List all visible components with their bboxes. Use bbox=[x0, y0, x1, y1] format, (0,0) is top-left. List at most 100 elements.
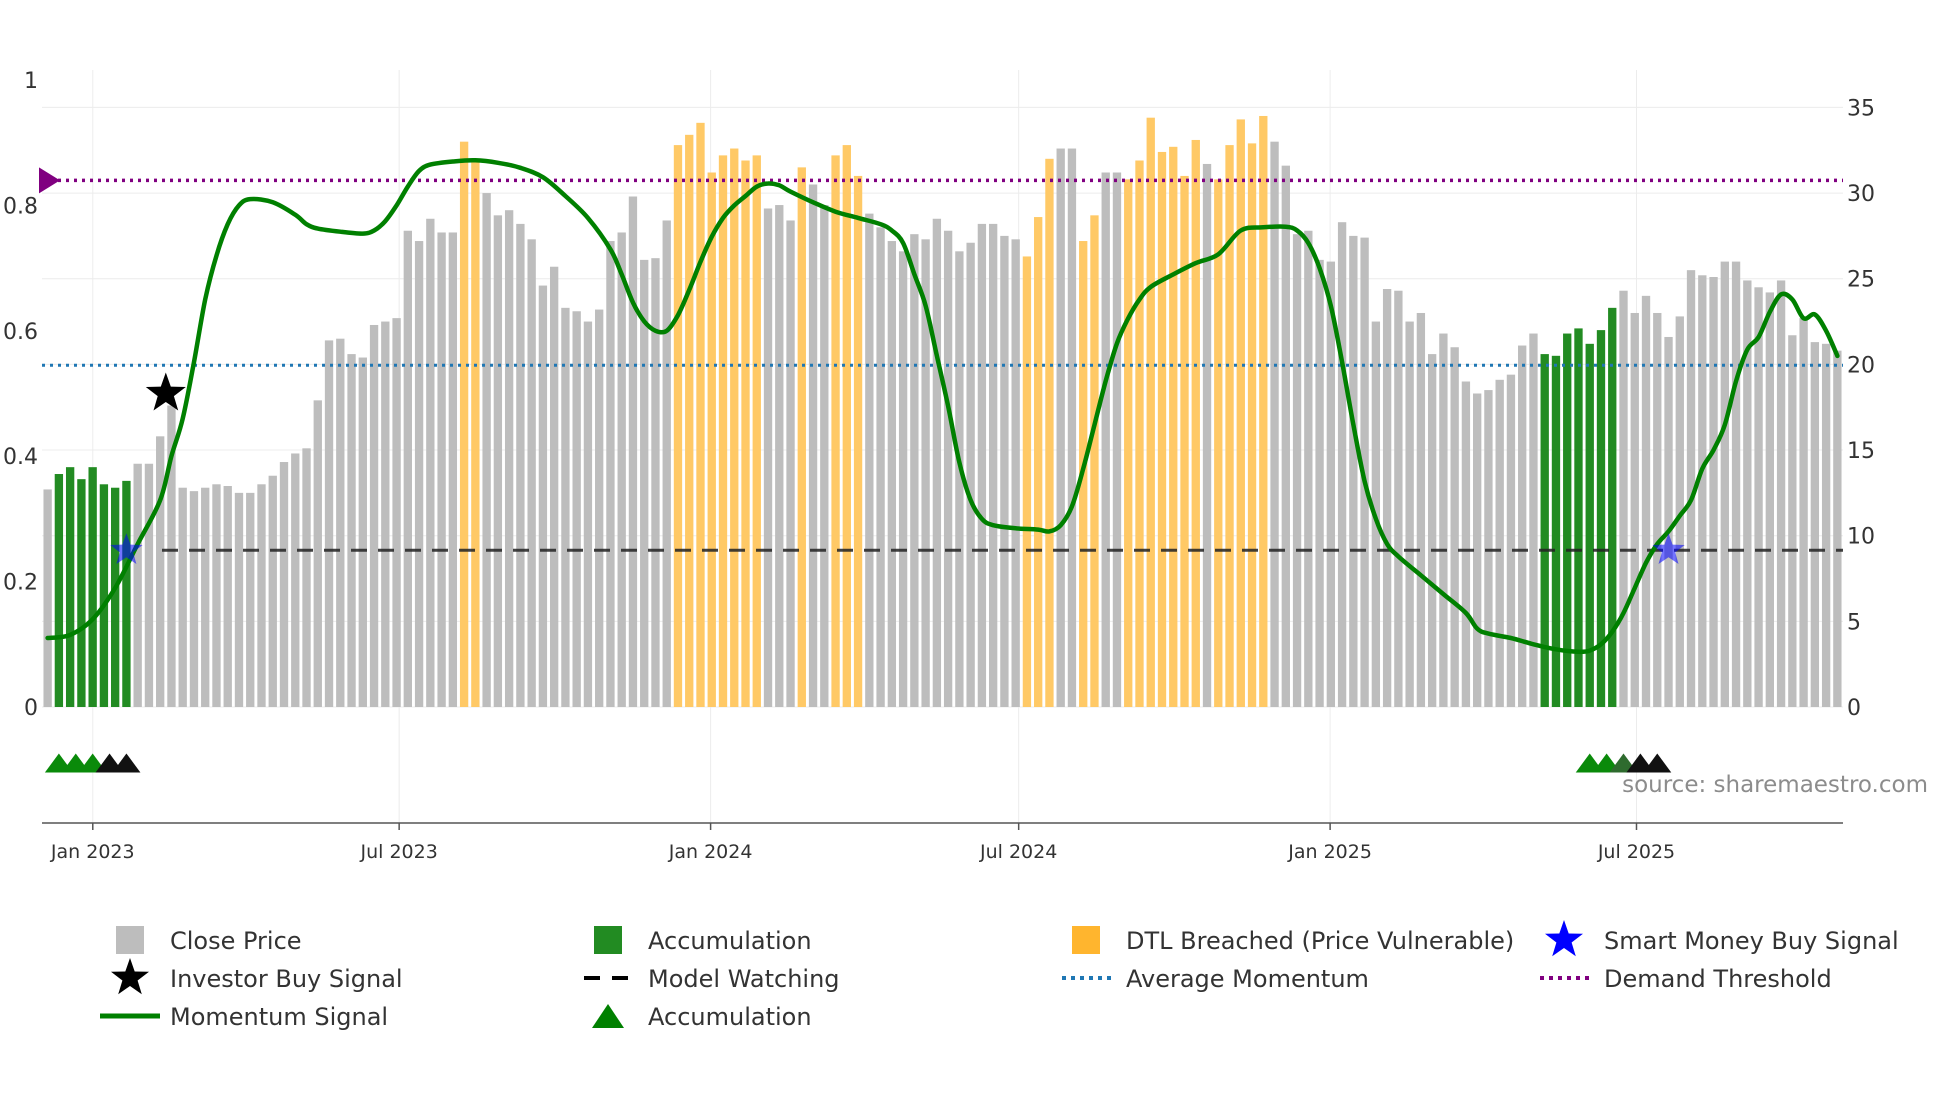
close-price-bar bbox=[1754, 287, 1763, 707]
legend-label: Momentum Signal bbox=[170, 1003, 388, 1031]
close-price-bar bbox=[1281, 165, 1290, 707]
close-price-bar bbox=[246, 492, 255, 707]
close-price-bar bbox=[1664, 336, 1673, 707]
dtl-breached-bar bbox=[730, 148, 739, 707]
close-price-bar bbox=[1292, 234, 1302, 707]
close-price-bar bbox=[640, 259, 649, 707]
close-price-bar bbox=[212, 484, 221, 707]
close-price-bar bbox=[808, 184, 818, 707]
close-price-bar bbox=[820, 205, 829, 707]
legend-item: Accumulation bbox=[592, 1003, 812, 1031]
close-price-bar bbox=[572, 311, 581, 707]
close-price-bar bbox=[1405, 321, 1414, 707]
y-right-tick-label: 25 bbox=[1847, 268, 1875, 293]
accumulation-bar bbox=[88, 467, 97, 707]
close-price-bar bbox=[977, 223, 987, 707]
y-right-tick-label: 0 bbox=[1847, 696, 1861, 721]
close-price-bar bbox=[381, 321, 390, 707]
y-left-tick-label: 0.8 bbox=[3, 194, 38, 219]
close-price-bars bbox=[43, 115, 1842, 708]
close-price-bar bbox=[955, 251, 964, 708]
close-price-bar bbox=[201, 487, 210, 707]
close-price-bar bbox=[1011, 239, 1020, 707]
dtl-breached-bar bbox=[459, 141, 469, 708]
close-price-bar bbox=[921, 239, 930, 707]
close-price-bar bbox=[775, 205, 784, 707]
close-price-bar bbox=[1518, 345, 1527, 707]
close-price-bar bbox=[1686, 270, 1696, 707]
legend: Close Price Accumulation DTL Breached (Pri… bbox=[100, 920, 1899, 1031]
dtl-breached-bar bbox=[741, 160, 750, 708]
close-price-bar bbox=[1743, 280, 1752, 707]
close-price-bar bbox=[583, 321, 593, 707]
close-price-bar bbox=[1439, 333, 1448, 707]
close-price-bar bbox=[786, 220, 795, 707]
accumulation-bar bbox=[111, 487, 120, 707]
axes: Jan 2023 Jul 2023 Jan 2024 Jul 2024 Jan 2025… bbox=[3, 69, 1875, 863]
dtl-breached-bar bbox=[1090, 215, 1099, 707]
legend-label: Smart Money Buy Signal bbox=[1604, 927, 1899, 955]
close-price-bar bbox=[943, 230, 953, 708]
close-price-bar bbox=[1495, 379, 1504, 707]
close-price-bar bbox=[898, 251, 908, 708]
close-price-bar bbox=[1101, 172, 1110, 708]
dtl-breached-bar bbox=[1225, 145, 1234, 707]
close-price-bar bbox=[426, 218, 435, 707]
dtl-breached-bar bbox=[842, 145, 851, 707]
close-price-bar bbox=[628, 196, 638, 707]
dtl-breached-bar bbox=[1247, 143, 1257, 707]
close-price-bar bbox=[538, 285, 548, 707]
dtl-breached-bar bbox=[1124, 179, 1133, 707]
close-price-bar bbox=[1202, 163, 1212, 707]
y-right-tick-label: 10 bbox=[1847, 525, 1875, 550]
close-price-bar bbox=[651, 258, 660, 707]
close-price-bar bbox=[1641, 295, 1651, 707]
accumulation-bar bbox=[1596, 330, 1606, 707]
close-price-bar bbox=[910, 234, 919, 707]
legend-label: Accumulation bbox=[648, 927, 812, 955]
close-price-bar bbox=[369, 324, 379, 707]
grid-lines bbox=[42, 70, 1843, 823]
close-price-bar bbox=[403, 230, 412, 708]
close-price-bar bbox=[1675, 316, 1684, 707]
close-price-bar bbox=[291, 453, 300, 707]
close-price-bar bbox=[493, 215, 503, 707]
close-price-bar bbox=[336, 338, 345, 707]
close-price-bar bbox=[1427, 354, 1437, 707]
close-price-bar bbox=[1630, 312, 1639, 707]
smart-money-buy-star bbox=[1652, 533, 1685, 564]
y-right-tick-label: 35 bbox=[1847, 96, 1875, 121]
signal-markers bbox=[44, 372, 1685, 773]
dtl-breached-bar bbox=[1259, 115, 1268, 708]
accumulation-bar bbox=[65, 467, 75, 707]
dtl-breached-bar bbox=[718, 155, 728, 707]
close-price-bar bbox=[1810, 342, 1820, 707]
close-price-bar bbox=[516, 223, 525, 707]
accumulation-bar bbox=[122, 480, 131, 707]
close-price-bar bbox=[561, 307, 570, 707]
close-price-bar bbox=[268, 475, 277, 707]
legend-item: Accumulation bbox=[594, 926, 812, 955]
momentum-layer bbox=[45, 157, 1840, 655]
close-price-bar bbox=[1731, 261, 1741, 707]
close-price-bar bbox=[358, 357, 367, 707]
legend-label: Investor Buy Signal bbox=[170, 965, 403, 993]
accumulation-bar bbox=[99, 484, 109, 707]
close-price-bar bbox=[223, 486, 232, 707]
legend-label: Accumulation bbox=[648, 1003, 812, 1031]
close-price-bar bbox=[1304, 230, 1313, 708]
legend-item: Investor Buy Signal bbox=[111, 958, 403, 995]
dtl-breached-bar bbox=[1135, 160, 1144, 708]
close-price-bar bbox=[1056, 148, 1065, 707]
close-price-bar bbox=[1270, 141, 1279, 708]
dtl-breached-bar bbox=[1169, 146, 1178, 708]
y-left-tick-label: 0.2 bbox=[3, 571, 38, 596]
dtl-breached-bar bbox=[1022, 256, 1032, 707]
close-price-bar bbox=[234, 492, 244, 707]
close-price-bar bbox=[1112, 172, 1122, 708]
close-price-bar bbox=[1821, 343, 1831, 707]
close-price-bar bbox=[1765, 292, 1774, 707]
close-price-bar bbox=[1484, 390, 1493, 707]
accumulation-bar bbox=[1585, 343, 1594, 707]
x-tick-label: Jul 2025 bbox=[1597, 841, 1675, 863]
